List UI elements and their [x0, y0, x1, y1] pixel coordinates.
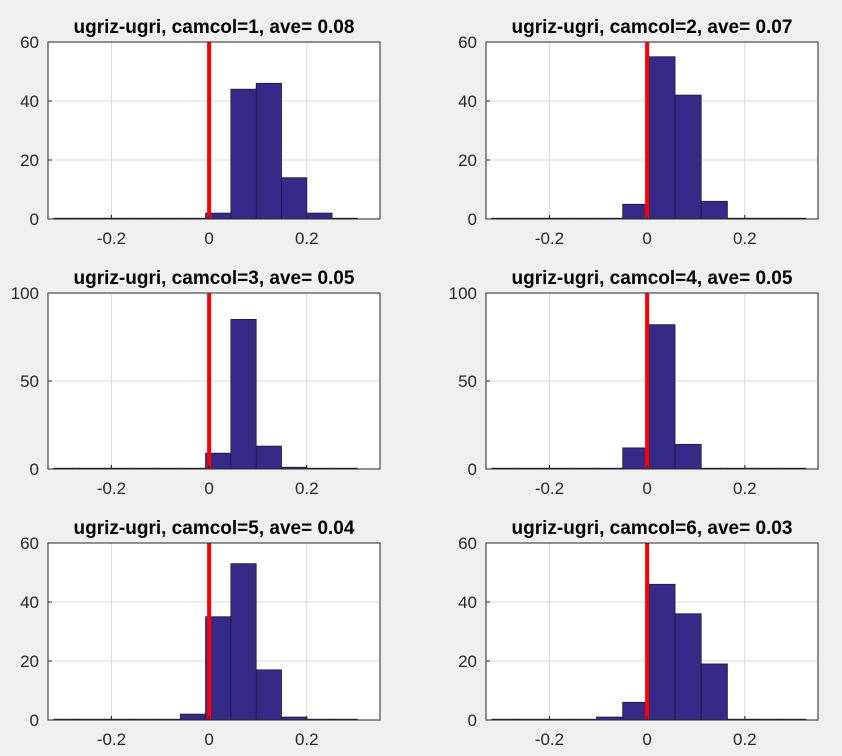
x-tick-label: 0.2	[733, 730, 757, 749]
histogram-bar	[622, 701, 650, 721]
y-tick-label: 40	[458, 92, 477, 111]
histogram-bar	[622, 203, 650, 220]
x-tick-label: 0	[642, 479, 651, 498]
histogram-bar	[230, 563, 257, 721]
y-tick-label: 60	[20, 33, 39, 52]
plot-title: ugriz-ugri, camcol=5, ave= 0.04	[74, 518, 355, 539]
histogram-bar	[648, 583, 676, 721]
plot-title: ugriz-ugri, camcol=6, ave= 0.03	[512, 518, 793, 539]
histogram-bar	[179, 713, 207, 721]
x-tick-label: -0.2	[97, 730, 126, 749]
y-tick-label: 40	[20, 92, 39, 111]
y-tick-label: 40	[20, 593, 39, 612]
histogram-bar	[700, 200, 728, 220]
histogram-bar	[255, 445, 282, 470]
histogram-bar	[281, 177, 308, 220]
histogram-bar	[230, 318, 257, 470]
y-tick-label: 40	[458, 593, 477, 612]
y-tick-label: 20	[20, 151, 39, 170]
x-tick-label: 0	[642, 730, 651, 749]
y-tick-label: 50	[20, 372, 39, 391]
histogram-bar	[306, 212, 333, 220]
subplot-1: -0.2 0 0.2 0 20 40 60 ugriz-ugri, camcol=1, ave…	[20, 17, 381, 248]
x-tick-label: -0.2	[535, 229, 564, 248]
x-tick-label: 0.2	[733, 479, 757, 498]
histogram-bar	[622, 447, 650, 470]
y-tick-label: 0	[30, 460, 39, 479]
x-tick-label: 0.2	[295, 730, 319, 749]
subplot-2: -0.2 0 0.2 0 20 40 60 ugriz-ugri, camcol=2, ave…	[458, 17, 819, 248]
x-tick-label: -0.2	[535, 730, 564, 749]
subplot-6: -0.2 0 0.2 0 20 40 60 ugriz-ugri, camcol=6, ave…	[458, 518, 819, 749]
histogram-bar	[674, 94, 702, 220]
y-tick-label: 0	[30, 711, 39, 730]
subplot-4: -0.2 0 0.2 0 50 100 ugriz-ugri, camcol=4, ave=…	[449, 268, 819, 498]
x-tick-label: 0	[642, 229, 651, 248]
plot-title: ugriz-ugri, camcol=2, ave= 0.07	[512, 17, 793, 38]
histogram-bar	[700, 663, 728, 721]
histogram-bar	[255, 82, 282, 220]
axes-frame	[485, 542, 819, 721]
x-tick-label: 0.2	[295, 479, 319, 498]
histogram-bar	[648, 324, 676, 470]
x-tick-label: 0	[204, 479, 213, 498]
y-tick-label: 20	[20, 652, 39, 671]
axes-frame	[485, 41, 819, 220]
plot-title: ugriz-ugri, camcol=3, ave= 0.05	[74, 268, 355, 289]
histogram-bar	[674, 613, 702, 721]
subplot-5: -0.2 0 0.2 0 20 40 60 ugriz-ugri, camcol=5, ave…	[20, 518, 381, 749]
plot-title: ugriz-ugri, camcol=1, ave= 0.08	[74, 17, 355, 38]
x-tick-label: 0.2	[733, 229, 757, 248]
y-tick-label: 50	[458, 372, 477, 391]
x-tick-label: 0.2	[295, 229, 319, 248]
y-tick-label: 60	[458, 534, 477, 553]
y-tick-label: 0	[468, 460, 477, 479]
histogram-bar	[230, 88, 257, 220]
axes-frame	[47, 542, 381, 721]
subplot-3: -0.2 0 0.2 0 50 100 ugriz-ugri, camcol=3, ave=…	[11, 268, 381, 498]
x-tick-label: -0.2	[97, 229, 126, 248]
histogram-bar	[648, 56, 676, 220]
x-tick-label: 0	[204, 730, 213, 749]
y-tick-label: 0	[30, 210, 39, 229]
y-tick-label: 100	[449, 284, 477, 303]
y-tick-label: 100	[11, 284, 39, 303]
plot-title: ugriz-ugri, camcol=4, ave= 0.05	[512, 268, 793, 289]
y-tick-label: 20	[458, 652, 477, 671]
x-tick-label: 0	[204, 229, 213, 248]
histogram-bar	[674, 443, 702, 470]
y-tick-label: 0	[468, 210, 477, 229]
histogram-bar	[255, 669, 282, 721]
x-tick-label: -0.2	[535, 479, 564, 498]
axes-background	[48, 42, 380, 219]
y-tick-label: 60	[458, 33, 477, 52]
x-tick-label: -0.2	[97, 479, 126, 498]
y-tick-label: 60	[20, 534, 39, 553]
axes-frame	[47, 41, 381, 220]
y-tick-label: 0	[468, 711, 477, 730]
y-tick-label: 20	[458, 151, 477, 170]
